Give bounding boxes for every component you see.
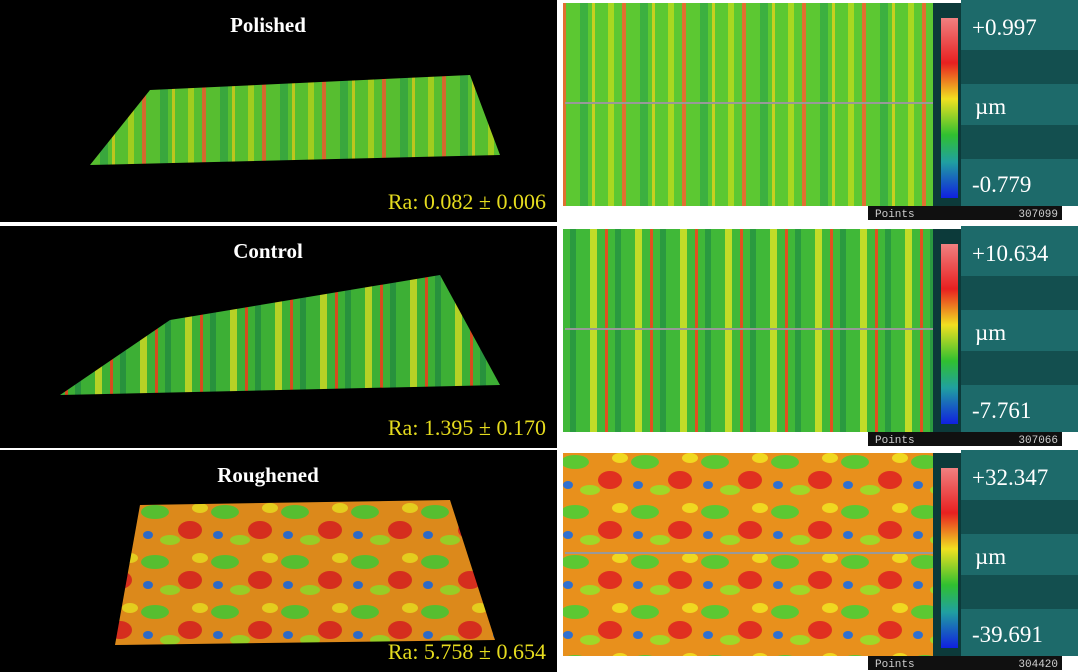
scale-min: -7.761: [972, 398, 1031, 423]
scale-max: +10.634: [972, 241, 1049, 266]
points-count: 304420: [1018, 659, 1058, 671]
color-scale: [941, 244, 958, 424]
panel-row: Roughened Ra: 5.758 ± 0.654 Points 304420 +3…: [0, 450, 1078, 672]
scale-unit: µm: [975, 94, 1006, 119]
points-label: Points: [875, 435, 915, 447]
rows: Polished Ra: 0.082 ± 0.006 Points 307099 +0.…: [0, 0, 1078, 672]
points-count: 307066: [1018, 435, 1058, 447]
scale-max: +32.347: [972, 465, 1048, 490]
scale-unit: µm: [975, 544, 1006, 569]
scale-min: -0.779: [972, 172, 1031, 197]
label-band: [961, 50, 1078, 84]
sample-label: Polished: [230, 13, 306, 37]
sample-label: Roughened: [217, 463, 319, 487]
points-label: Points: [875, 209, 915, 221]
label-band: [961, 276, 1078, 310]
roughness-value: Ra: 1.395 ± 0.170: [388, 415, 546, 440]
points-label: Points: [875, 659, 915, 671]
panel-row: Control Ra: 1.395 ± 0.170 Points 307066 +10.…: [0, 226, 1078, 448]
height-map: [563, 453, 933, 656]
roughness-value: Ra: 0.082 ± 0.006: [388, 189, 546, 214]
label-band: [961, 575, 1078, 609]
label-band: [961, 500, 1078, 534]
scale-max: +0.997: [972, 15, 1037, 40]
height-map: [563, 3, 933, 206]
figure: Polished Ra: 0.082 ± 0.006 Points 307099 +0.…: [0, 0, 1078, 672]
label-band: [961, 351, 1078, 385]
panel-row: Polished Ra: 0.082 ± 0.006 Points 307099 +0.…: [0, 0, 1078, 222]
scale-min: -39.691: [972, 622, 1043, 647]
label-band: [961, 125, 1078, 159]
height-map: [563, 229, 933, 432]
scale-unit: µm: [975, 320, 1006, 345]
points-count: 307099: [1018, 209, 1058, 221]
surface-3d: [115, 500, 495, 645]
sample-label: Control: [233, 239, 303, 263]
color-scale: [941, 18, 958, 198]
color-scale: [941, 468, 958, 648]
roughness-value: Ra: 5.758 ± 0.654: [388, 639, 546, 664]
